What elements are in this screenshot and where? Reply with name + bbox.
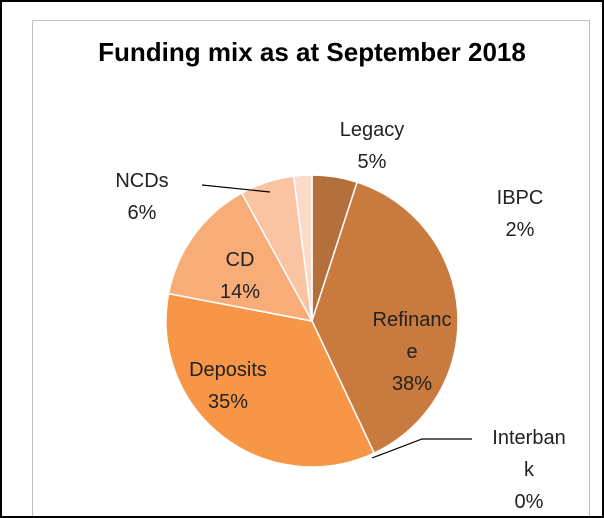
data-label: Deposits 35% [186, 354, 270, 418]
value-label: 14% [219, 281, 261, 303]
category-label: NCDs [115, 170, 169, 192]
category-label: IBPC [496, 187, 544, 209]
leader-line [371, 438, 472, 459]
category-label: Interbank [492, 427, 566, 481]
data-label: IBPC 2% [480, 182, 560, 246]
category-label: Refinance [372, 309, 452, 363]
value-label: 38% [391, 373, 433, 395]
chart-frame [32, 20, 590, 516]
category-label: Legacy [339, 119, 405, 141]
value-label: 0% [514, 491, 544, 513]
value-label: 35% [207, 391, 249, 413]
chart-title: Funding mix as at September 2018 [98, 37, 526, 67]
value-label: 6% [127, 202, 157, 224]
data-label: Refinance 38% [370, 304, 454, 400]
data-label: Interbank 0% [489, 422, 569, 516]
pie-slice [165, 292, 376, 468]
category-label: CD [225, 249, 255, 271]
data-label: Legacy 5% [322, 114, 422, 178]
value-label: 2% [505, 219, 535, 241]
value-label: 5% [357, 151, 387, 173]
pie-slice [311, 181, 459, 455]
data-label: NCDs 6% [102, 165, 182, 229]
leader-line [201, 184, 271, 193]
pie-slice [292, 174, 313, 322]
category-label: Deposits [189, 359, 267, 381]
data-label: CD 14% [200, 244, 280, 308]
pie-slice [167, 192, 314, 323]
